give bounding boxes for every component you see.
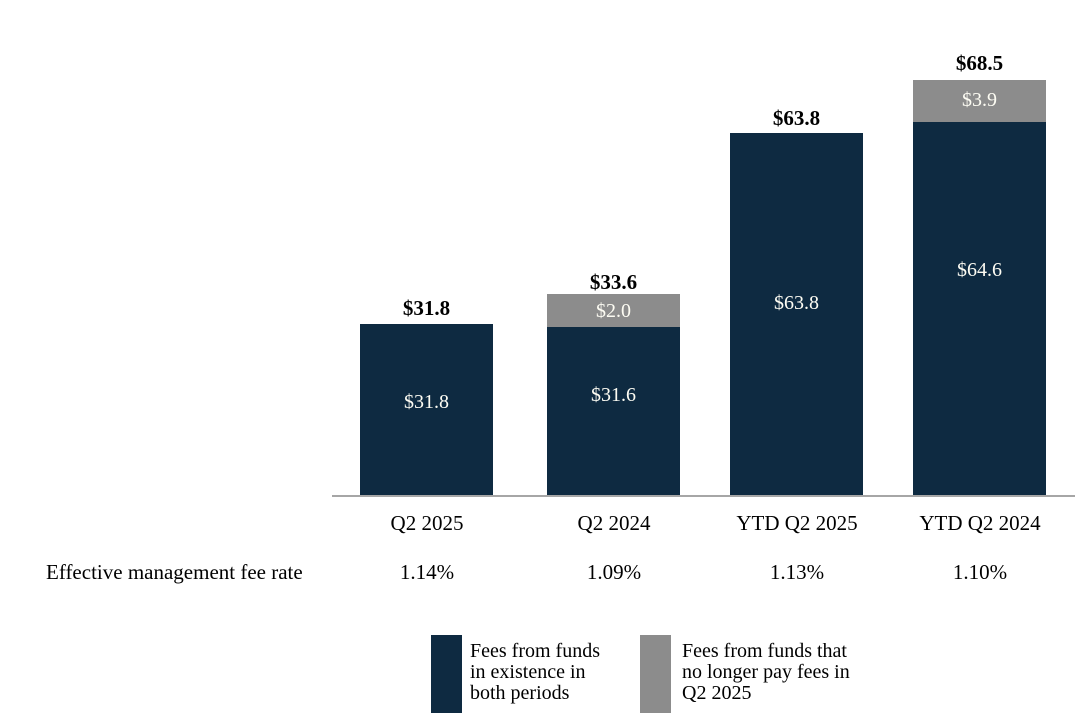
category-label-ytd-q2-2024: YTD Q2 2024 <box>919 511 1041 535</box>
legend-label-existing-funds: Fees from funds in existence in both per… <box>470 641 638 704</box>
bar-navy-value-label: $63.8 <box>774 292 819 314</box>
bar-navy-value-label: $31.8 <box>404 391 449 413</box>
legend-line: Q2 2025 <box>682 682 752 704</box>
legend-swatch-navy <box>431 635 462 713</box>
legend-line: both periods <box>470 682 570 704</box>
bar-gray-value-label: $2.0 <box>596 300 631 322</box>
category-label-q2-2024: Q2 2024 <box>577 511 651 535</box>
bar-navy-value-label: $64.6 <box>957 259 1002 281</box>
bar-navy-value-label: $31.6 <box>591 384 636 406</box>
legend-line: in existence in <box>470 661 586 683</box>
bar-group-ytd-q2-2024: $68.5 $64.6 $3.9 <box>913 0 1046 495</box>
legend-line: no longer pay fees in <box>682 661 850 683</box>
bar-total-label: $33.6 <box>589 270 638 294</box>
bar-total-label: $63.8 <box>772 106 821 130</box>
bar-segment-existing-funds <box>547 327 680 495</box>
fee-rate-ytd-q2-2024: 1.10% <box>952 560 1008 584</box>
bar-segment-existing-funds <box>360 324 493 495</box>
bar-segment-existing-funds <box>913 122 1046 495</box>
fee-rate-q2-2024: 1.09% <box>586 560 642 584</box>
bar-group-ytd-q2-2025: $63.8 $63.8 <box>730 0 863 495</box>
bar-segment-existing-funds <box>730 133 863 495</box>
legend-swatch-gray <box>640 635 671 713</box>
fee-rate-row-label: Effective management fee rate <box>46 560 303 584</box>
bar-total-label: $31.8 <box>402 296 451 320</box>
bar-segment-no-longer-fee-funds <box>547 294 680 327</box>
bar-segment-no-longer-fee-funds <box>913 80 1046 122</box>
legend-line: Fees from funds <box>470 640 600 662</box>
bar-gray-value-label: $3.9 <box>962 89 997 111</box>
legend-line: Fees from funds that <box>682 640 847 662</box>
x-axis-line <box>332 495 1075 497</box>
legend-label-no-longer-fee-funds: Fees from funds that no longer pay fees … <box>682 641 902 704</box>
fee-rate-q2-2025: 1.14% <box>399 560 455 584</box>
fee-rate-ytd-q2-2025: 1.13% <box>769 560 825 584</box>
category-label-ytd-q2-2025: YTD Q2 2025 <box>736 511 858 535</box>
bar-total-label: $68.5 <box>955 51 1004 75</box>
category-label-q2-2025: Q2 2025 <box>390 511 464 535</box>
bar-group-q2-2024: $33.6 $31.6 $2.0 <box>547 0 680 495</box>
bar-group-q2-2025: $31.8 $31.8 <box>360 0 493 495</box>
